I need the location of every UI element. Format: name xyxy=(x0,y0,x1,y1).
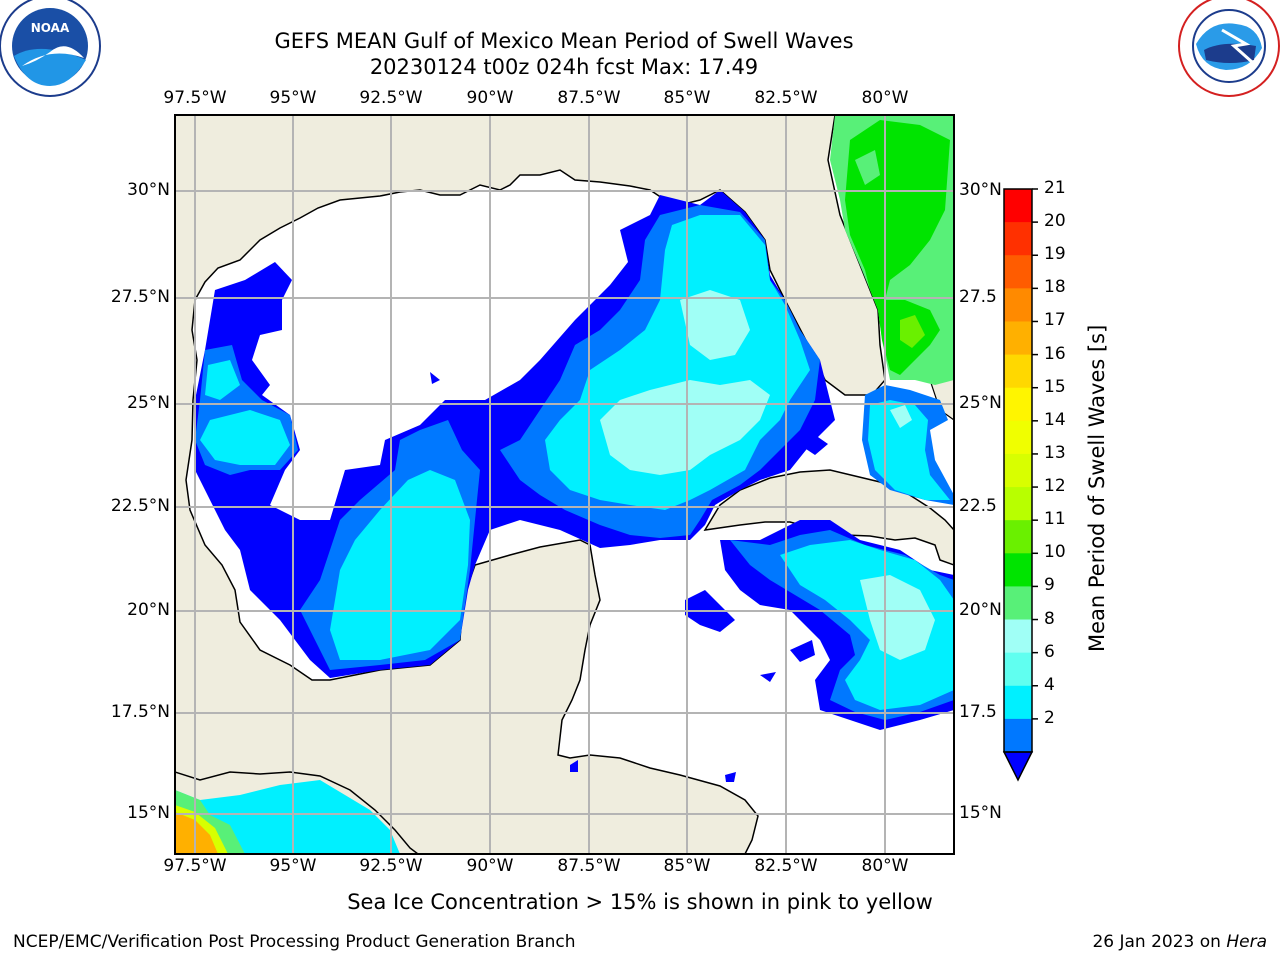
colorbar-label: 9 xyxy=(1044,575,1055,596)
lat-tick-left: 27.5°N xyxy=(110,287,170,307)
lat-tick-right: 27.5 xyxy=(959,287,997,307)
lon-tick-top: 80°W xyxy=(861,88,909,108)
colorbar-title: Mean Period of Swell Waves [s] xyxy=(1085,324,1109,652)
lat-tick-right: 30°N xyxy=(959,180,1002,200)
colorbar-label: 17 xyxy=(1044,310,1066,331)
colorbar-extend-arrow xyxy=(1002,751,1034,782)
colorbar-band xyxy=(1004,321,1032,356)
lat-tick-left: 22.5°N xyxy=(110,496,170,516)
footer-date-text: 26 Jan 2023 on xyxy=(1092,932,1227,952)
colorbar-band xyxy=(1004,586,1032,621)
colorbar-bands xyxy=(1004,189,1032,753)
colorbar-band xyxy=(1004,420,1032,455)
colorbar-band xyxy=(1004,652,1032,687)
sea-ice-note: Sea Ice Concentration > 15% is shown in … xyxy=(347,890,933,914)
lon-tick-top: 90°W xyxy=(466,88,514,108)
colorbar-label: 10 xyxy=(1044,542,1066,563)
lon-tick-bottom: 95°W xyxy=(269,856,317,876)
swell-field-warm xyxy=(175,790,245,854)
swell-field-green xyxy=(830,115,954,385)
colorbar-band xyxy=(1004,453,1032,488)
lon-tick-top: 87.5°W xyxy=(557,88,621,108)
colorbar-band xyxy=(1004,553,1032,587)
lon-tick-top: 95°W xyxy=(269,88,317,108)
colorbar-label: 2 xyxy=(1044,707,1055,728)
colorbar-label: 18 xyxy=(1044,277,1066,298)
lon-tick-bottom: 82.5°W xyxy=(754,856,818,876)
colorbar-label: 14 xyxy=(1044,409,1066,430)
lon-tick-top: 82.5°W xyxy=(754,88,818,108)
noaa-logo-text: NOAA xyxy=(30,21,70,35)
lon-tick-top: 97.5°W xyxy=(163,88,227,108)
colorbar-ticks xyxy=(1032,188,1038,720)
colorbar-band xyxy=(1004,354,1032,389)
lon-tick-bottom: 90°W xyxy=(466,856,514,876)
lat-tick-right: 20°N xyxy=(959,600,1002,620)
colorbar-label: 12 xyxy=(1044,476,1066,497)
colorbar-label: 19 xyxy=(1044,244,1066,265)
lon-tick-top: 92.5°W xyxy=(359,88,423,108)
lat-tick-left: 30°N xyxy=(127,180,170,200)
lon-tick-top: 85°W xyxy=(663,88,711,108)
colorbar-band xyxy=(1004,487,1032,521)
colorbar-band xyxy=(1004,288,1032,322)
map-gridlines xyxy=(175,115,954,854)
lat-tick-right: 25°N xyxy=(959,393,1002,413)
colorbar-label: 21 xyxy=(1044,178,1066,198)
lat-tick-left: 15°N xyxy=(127,803,170,823)
colorbar-label: 13 xyxy=(1044,442,1066,463)
colorbar-band xyxy=(1004,520,1032,554)
chart-title-line2: 20230124 t00z 024h fcst Max: 17.49 xyxy=(369,55,759,79)
lat-tick-left: 20°N xyxy=(127,600,170,620)
footer-left-credit: NCEP/EMC/Verification Post Processing Pr… xyxy=(13,932,576,952)
footer-host-text: Hera xyxy=(1226,932,1267,952)
colorbar-band xyxy=(1004,718,1032,753)
footer-right-date: 26 Jan 2023 on Hera xyxy=(1092,932,1267,952)
colorbar-band xyxy=(1004,255,1032,289)
colorbar-band xyxy=(1004,387,1032,422)
lat-tick-right: 15°N xyxy=(959,803,1002,823)
map-frame xyxy=(174,114,955,855)
lon-tick-bottom: 87.5°W xyxy=(557,856,621,876)
lat-tick-right: 22.5 xyxy=(959,496,997,516)
colorbar-band xyxy=(1004,619,1032,654)
colorbar-band xyxy=(1004,189,1032,223)
lon-tick-bottom: 92.5°W xyxy=(359,856,423,876)
colorbar-label: 16 xyxy=(1044,343,1066,364)
lon-tick-bottom: 80°W xyxy=(861,856,909,876)
lat-tick-left: 17.5°N xyxy=(110,702,170,722)
colorbar-label: 6 xyxy=(1044,641,1055,662)
colorbar-label: 15 xyxy=(1044,376,1066,397)
colorbar-label: 8 xyxy=(1044,608,1055,629)
chart-title-line1: GEFS MEAN Gulf of Mexico Mean Period of … xyxy=(274,29,854,53)
colorbar-label: 11 xyxy=(1044,509,1066,530)
colorbar-frame xyxy=(1003,188,1033,753)
lon-tick-bottom: 97.5°W xyxy=(163,856,227,876)
colorbar-label: 20 xyxy=(1044,211,1066,232)
colorbar-label: 4 xyxy=(1044,674,1055,695)
lat-tick-left: 25°N xyxy=(127,393,170,413)
lat-tick-right: 17.5 xyxy=(959,702,997,722)
lon-tick-bottom: 85°W xyxy=(663,856,711,876)
colorbar-band xyxy=(1004,685,1032,720)
colorbar-band xyxy=(1004,222,1032,256)
